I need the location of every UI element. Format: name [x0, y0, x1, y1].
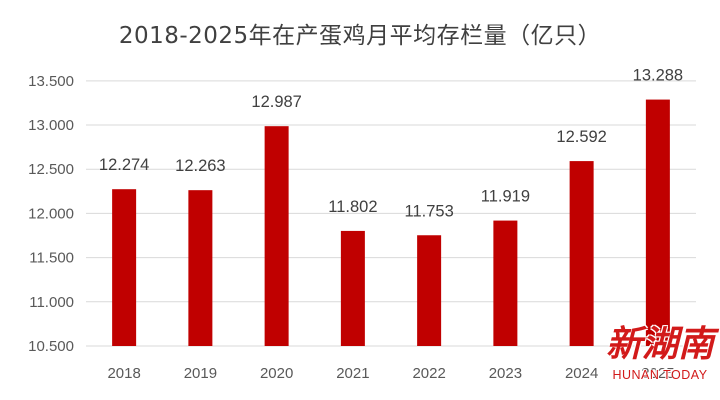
- x-tick-label-2024: 2024: [565, 365, 598, 382]
- bar-2024: [569, 161, 594, 346]
- logo-brand-cn: 新湖南: [605, 323, 714, 365]
- hunan-today-logo: 新湖南 HUNAN TODAY: [604, 322, 716, 396]
- logo-brand-en: HUNAN TODAY: [612, 368, 708, 382]
- gridlines: [86, 80, 696, 347]
- data-labels: 12.274 12.263 12.987 11.802 11.753 11.919 12.5…: [99, 67, 683, 221]
- bar-2022: [417, 235, 442, 346]
- x-tick-label-2020: 2020: [260, 365, 293, 382]
- data-label-2021: 11.802: [328, 198, 377, 216]
- x-tick-label-2023: 2023: [489, 365, 522, 382]
- x-axis-ticks: 2018 2019 2020 2021 2022 2023 2024 2025: [107, 365, 674, 382]
- data-label-2023: 11.919: [481, 188, 530, 206]
- bar-2019: [188, 190, 213, 346]
- bar-2018: [112, 189, 137, 346]
- data-label-2025: 13.288: [633, 67, 683, 85]
- y-axis-ticks: 10.500 11.000 11.500 12.000 12.500 13.000 13.5…: [28, 73, 74, 355]
- y-tick-label: 13.500: [28, 73, 74, 90]
- x-tick-label-2022: 2022: [412, 365, 445, 382]
- data-label-2019: 12.263: [175, 157, 225, 175]
- data-label-2018: 12.274: [99, 156, 149, 174]
- bar-2020: [264, 126, 289, 346]
- bar-2021: [340, 230, 365, 346]
- y-tick-label: 12.500: [28, 161, 74, 178]
- data-label-2022: 11.753: [405, 202, 454, 220]
- y-tick-label: 11.500: [29, 250, 74, 267]
- y-tick-label: 10.500: [28, 338, 74, 355]
- data-label-2024: 12.592: [556, 128, 606, 146]
- bar-2023: [493, 220, 518, 346]
- chart-title: 2018-2025年在产蛋鸡月平均存栏量（亿只）: [118, 23, 602, 49]
- x-tick-label-2019: 2019: [184, 365, 217, 382]
- x-tick-label-2021: 2021: [336, 365, 369, 382]
- data-label-2020: 12.987: [251, 93, 301, 111]
- x-tick-label-2018: 2018: [107, 365, 140, 382]
- y-tick-label: 11.000: [29, 294, 74, 311]
- bar-2025: [645, 99, 670, 346]
- y-tick-label: 12.000: [28, 205, 74, 222]
- x-tick-label-2025: 2025: [641, 365, 674, 382]
- y-tick-label: 13.000: [28, 117, 74, 134]
- bars: [112, 99, 670, 346]
